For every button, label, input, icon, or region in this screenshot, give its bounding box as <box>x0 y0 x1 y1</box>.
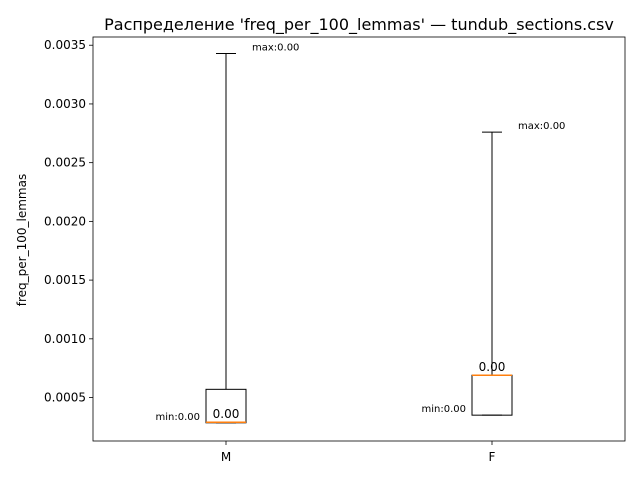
median-label: 0.00 <box>213 407 240 421</box>
min-label: min:0.00 <box>422 404 467 415</box>
y-tick-label: 0.0020 <box>44 214 86 228</box>
plot-frame <box>92 36 626 442</box>
x-tick-label: F <box>489 450 496 464</box>
y-tick-label: 0.0030 <box>44 97 86 111</box>
y-tick-label: 0.0035 <box>44 38 86 52</box>
y-tick-label: 0.0005 <box>44 391 86 405</box>
min-label: min:0.00 <box>156 412 201 423</box>
max-label: max:0.00 <box>518 121 565 132</box>
iqr-box <box>471 374 513 416</box>
median-label: 0.00 <box>479 360 506 374</box>
y-tick-label: 0.0010 <box>44 332 86 346</box>
y-tick-label: 0.0025 <box>44 156 86 170</box>
y-axis-label: freq_per_100_lemmas <box>15 174 29 306</box>
x-tick-label: M <box>221 450 231 464</box>
chart-title: Распределение 'freq_per_100_lemmas' — tu… <box>104 15 614 35</box>
plot-area: 0.0005 0.0010 0.0015 0.0020 0.0025 0.0030 0.00… <box>44 36 626 464</box>
max-label: max:0.00 <box>252 42 299 53</box>
y-tick-label: 0.0015 <box>44 273 86 287</box>
